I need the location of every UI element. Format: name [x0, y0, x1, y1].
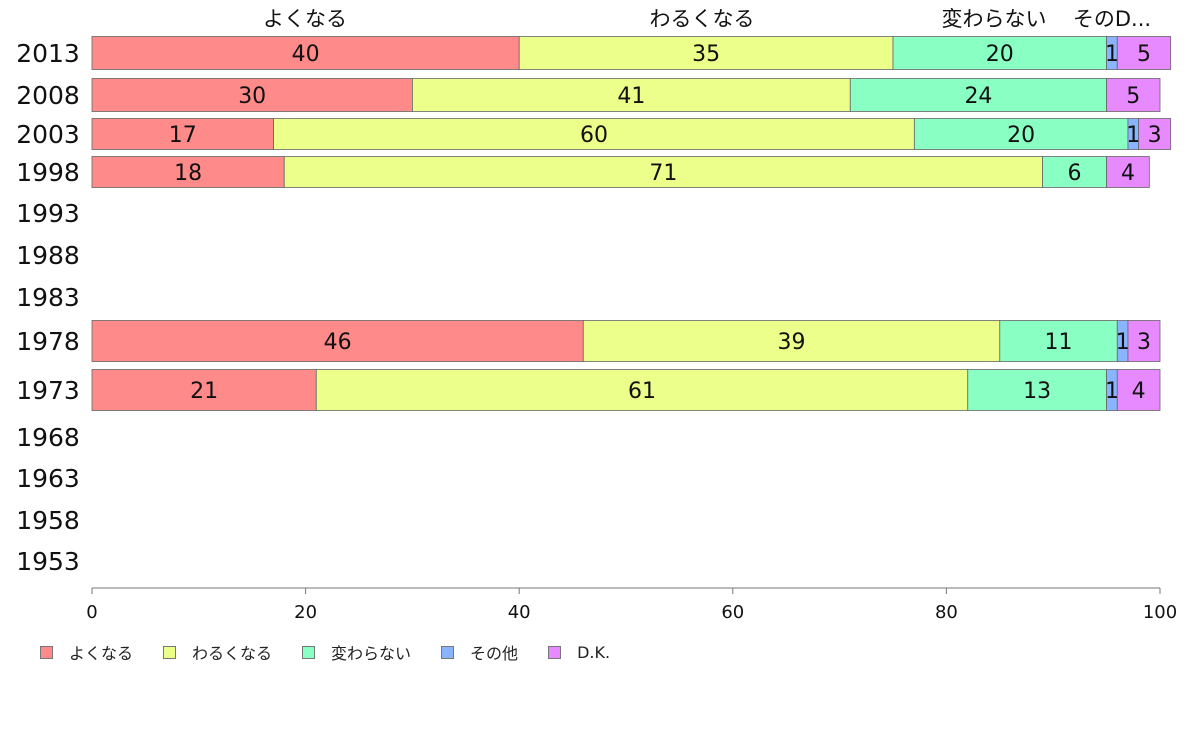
bar-segment [582, 320, 1001, 362]
legend-item-kawaranai: 変わらない [302, 640, 411, 664]
legend-label: わるくなる [192, 644, 273, 663]
bar-segment [283, 156, 1043, 188]
bar-segment [1138, 118, 1172, 150]
bar-segment [913, 118, 1129, 150]
data-label: 1 [1105, 42, 1119, 67]
bar-segment [1127, 320, 1161, 362]
bar-segment [1042, 156, 1108, 188]
top-series-label: そのD... [1073, 7, 1151, 31]
data-label: 39 [778, 330, 806, 355]
data-label: 1 [1105, 379, 1119, 404]
data-label: 17 [169, 123, 197, 148]
legend-swatch [40, 645, 53, 659]
bar-segment [999, 320, 1118, 362]
data-label: 41 [617, 84, 645, 109]
bar-segment [967, 369, 1108, 411]
data-label: 40 [292, 42, 320, 67]
x-tick-label: 20 [294, 602, 317, 623]
category-label: 1968 [16, 423, 80, 452]
category-label: 1963 [16, 464, 80, 493]
data-label: 30 [238, 84, 266, 109]
data-label: 21 [190, 379, 218, 404]
bar-segment [273, 118, 915, 150]
top-series-label: わるくなる [650, 7, 755, 31]
legend-label: その他 [470, 644, 519, 663]
category-label: 2008 [16, 81, 80, 110]
top-series-label: 変わらない [942, 7, 1047, 31]
x-tick-label: 80 [935, 602, 958, 623]
legend-item-yokunaru: よくなる [40, 640, 133, 664]
legend-swatch [163, 645, 177, 659]
bar-segment [1116, 36, 1172, 70]
category-label: 1988 [16, 241, 80, 270]
data-label: 5 [1137, 42, 1151, 67]
category-label: 1978 [16, 327, 80, 356]
category-label: 1993 [16, 199, 80, 228]
category-label: 1958 [16, 506, 80, 535]
data-label: 3 [1137, 330, 1151, 355]
data-label: 3 [1148, 123, 1162, 148]
legend-label: D.K. [577, 642, 611, 662]
data-label: 1 [1116, 330, 1130, 355]
category-label: 1998 [16, 158, 80, 187]
legend-item-dk: D.K. [548, 643, 610, 662]
bar-segment [1106, 156, 1150, 188]
legend-swatch [302, 645, 316, 659]
bar-segment [849, 78, 1108, 112]
data-label: 20 [986, 42, 1014, 67]
legend-label: よくなる [69, 644, 134, 663]
bar-segment [315, 369, 969, 411]
legend-label: 変わらない [331, 644, 412, 663]
category-label: 1983 [16, 283, 80, 312]
data-label: 61 [628, 379, 656, 404]
data-label: 60 [580, 123, 608, 148]
data-label: 24 [964, 84, 992, 109]
x-tick-label: 0 [86, 602, 97, 623]
top-series-label: よくなる [263, 7, 347, 31]
x-tick-label: 40 [508, 602, 531, 623]
legend-item-sonota: その他 [441, 640, 518, 664]
bar-segment [91, 78, 413, 112]
data-label: 71 [649, 161, 677, 186]
x-tick-label: 60 [721, 602, 744, 623]
data-label: 4 [1132, 379, 1146, 404]
data-label: 5 [1126, 84, 1140, 109]
data-label: 4 [1121, 161, 1135, 186]
data-label: 11 [1045, 330, 1073, 355]
bar-segment [91, 156, 285, 188]
bar-segment [1116, 369, 1161, 411]
bar-segment [91, 36, 520, 70]
bar-segment [518, 36, 894, 70]
bar-segment [892, 36, 1108, 70]
bar-segment [91, 369, 317, 411]
data-label: 18 [174, 161, 202, 186]
x-tick-label: 100 [1143, 602, 1177, 623]
data-label: 1 [1126, 123, 1140, 148]
category-label: 2013 [16, 39, 80, 68]
legend-item-warukunaru: わるくなる [163, 640, 272, 664]
bar-segment [411, 78, 851, 112]
category-label: 2003 [16, 120, 80, 149]
data-label: 46 [324, 330, 352, 355]
legend: よくなる わるくなる 変わらない その他 D.K. [40, 640, 640, 664]
legend-swatch [441, 645, 455, 659]
category-label: 1953 [16, 547, 80, 576]
data-label: 20 [1007, 123, 1035, 148]
data-label: 6 [1068, 161, 1082, 186]
legend-swatch [548, 645, 562, 659]
data-label: 13 [1023, 379, 1051, 404]
bar-segment [91, 320, 584, 362]
data-label: 35 [692, 42, 720, 67]
bar-segment [91, 118, 274, 150]
bar-segment [1106, 78, 1161, 112]
category-label: 1973 [16, 376, 80, 405]
